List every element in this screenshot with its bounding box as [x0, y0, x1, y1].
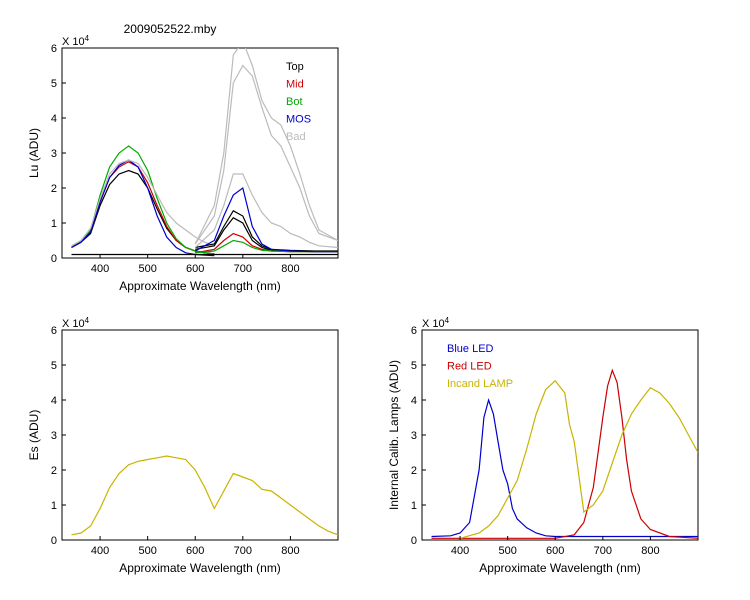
series-line-11 — [194, 48, 338, 245]
y-tick-label: 4 — [411, 395, 417, 407]
y-tick-label: 5 — [51, 78, 57, 90]
y-tick-label: 3 — [51, 430, 57, 442]
legend-entry: Red LED — [447, 361, 492, 373]
y-tick-label: 1 — [51, 218, 57, 230]
series-line-3 — [71, 145, 215, 255]
x-tick-label: 400 — [91, 263, 109, 275]
series-group — [71, 455, 338, 536]
y-tick-label: 0 — [411, 535, 417, 547]
x-tick-label: 700 — [594, 545, 612, 557]
series-line-3 — [459, 379, 698, 539]
x-tick-label: 400 — [451, 545, 469, 557]
y-axis-label: Es (ADU) — [27, 410, 41, 461]
x-tick-label: 500 — [138, 263, 156, 275]
x-tick-label: 500 — [498, 545, 516, 557]
series-line-2 — [431, 368, 698, 539]
y-exponent-label: X 104 — [422, 316, 450, 330]
chart-title: 2009052522.mby — [124, 22, 217, 36]
y-tick-label: 1 — [411, 500, 417, 512]
series-line-10 — [194, 186, 338, 253]
x-tick-label: 600 — [546, 545, 564, 557]
series-line-4 — [71, 159, 215, 257]
legend-entry: Blue LED — [447, 343, 494, 355]
series-line-2 — [71, 161, 215, 255]
series-group — [71, 48, 338, 257]
series-line-5 — [71, 159, 215, 247]
y-tick-label: 3 — [411, 430, 417, 442]
legend-entry: Mid — [286, 79, 304, 91]
y-tick-label: 2 — [51, 465, 57, 477]
x-tick-label: 600 — [186, 545, 204, 557]
y-axis-label: Lu (ADU) — [27, 128, 41, 178]
y-tick-label: 6 — [411, 325, 417, 337]
x-tick-label: 800 — [281, 263, 299, 275]
x-tick-label: 700 — [234, 263, 252, 275]
legend-entry: Incand LAMP — [447, 378, 513, 390]
y-tick-label: 4 — [51, 113, 57, 125]
x-axis-label: Approximate Wavelength (nm) — [119, 279, 281, 293]
series-line-12 — [194, 64, 338, 245]
x-axis-label: Approximate Wavelength (nm) — [479, 561, 641, 575]
x-tick-label: 800 — [281, 545, 299, 557]
y-tick-label: 6 — [51, 43, 57, 55]
series-line-1 — [71, 455, 338, 536]
legend-entry: Bot — [286, 96, 303, 108]
y-tick-label: 6 — [51, 325, 57, 337]
y-tick-label: 2 — [51, 183, 57, 195]
y-tick-label: 3 — [51, 148, 57, 160]
series-line-1 — [71, 169, 215, 255]
y-tick-label: 5 — [411, 360, 417, 372]
y-tick-label: 5 — [51, 360, 57, 372]
x-tick-label: 500 — [138, 545, 156, 557]
x-tick-label: 700 — [234, 545, 252, 557]
legend-entry: Top — [286, 61, 304, 73]
legend-entry: Bad — [286, 131, 306, 143]
y-tick-label: 2 — [411, 465, 417, 477]
y-tick-label: 0 — [51, 253, 57, 265]
y-exponent-label: X 104 — [62, 316, 90, 330]
y-axis-label: Internal Calib. Lamps (ADU) — [387, 360, 401, 510]
chart-panel-3: 400 500 600 700 800 0 1 2 3 4 5 6 X 104 Approximate W… — [387, 316, 699, 575]
series-line-13 — [194, 173, 338, 249]
plot-frame — [61, 329, 339, 541]
series-line-6 — [195, 209, 338, 252]
y-tick-label: 0 — [51, 535, 57, 547]
x-tick-label: 400 — [91, 545, 109, 557]
chart-panel-1: 400 500 600 700 800 0 1 2 3 4 5 6 X 104 Approximate W… — [27, 22, 339, 293]
x-tick-label: 800 — [641, 545, 659, 557]
y-exponent-label: X 104 — [62, 34, 90, 48]
x-axis-label: Approximate Wavelength (nm) — [119, 561, 281, 575]
y-tick-label: 4 — [51, 395, 57, 407]
series-line-1 — [431, 397, 698, 538]
chart-panel-2: 400 500 600 700 800 0 1 2 3 4 5 6 X 104 Approximate W… — [27, 316, 339, 575]
y-tick-label: 1 — [51, 500, 57, 512]
legend-entry: MOS — [286, 114, 311, 126]
series-group — [431, 368, 698, 539]
x-tick-label: 600 — [186, 263, 204, 275]
